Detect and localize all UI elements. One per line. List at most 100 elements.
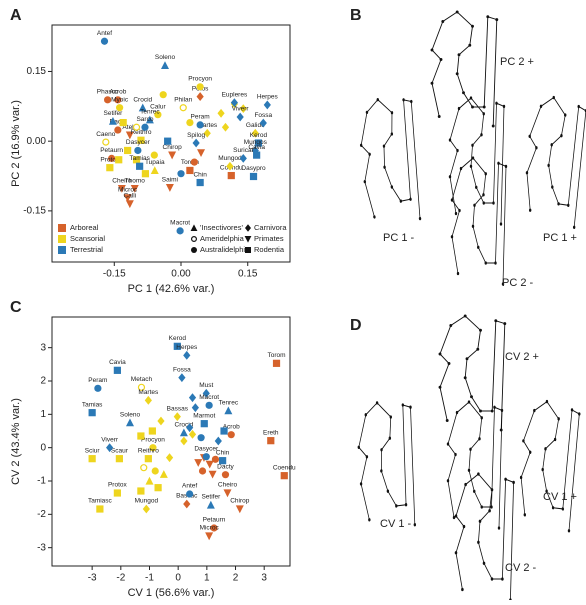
point: [227, 431, 235, 439]
point: [138, 103, 147, 112]
plot-frame: [51, 24, 291, 263]
point: [149, 444, 157, 452]
point-label: Petaurn: [203, 517, 226, 524]
legend-marker: [245, 247, 251, 253]
point: [259, 118, 267, 128]
shape-label: PC 1 +: [543, 232, 577, 244]
point: [205, 401, 213, 409]
point: [150, 166, 159, 175]
point: [106, 164, 114, 172]
legend-label: Australidelphia: [200, 245, 250, 254]
y-axis-title: CV 2 (43.4% var.): [10, 398, 22, 485]
point: [176, 227, 184, 235]
point: [196, 121, 204, 129]
point: [183, 499, 191, 509]
point-label: Calli: [124, 193, 137, 200]
point-label: Cavia: [248, 144, 265, 151]
panel-letter: D: [350, 317, 362, 334]
shape-label: CV 2 +: [505, 351, 539, 363]
point-label: Philan: [174, 96, 192, 103]
point: [88, 409, 96, 417]
point: [211, 455, 220, 463]
panel-letter: C: [10, 299, 22, 316]
legend-label: Terrestrial: [70, 245, 103, 254]
point-label: Phasco: [97, 89, 119, 96]
point-label: Torom: [181, 159, 199, 166]
point: [177, 170, 185, 178]
point: [137, 432, 145, 440]
point: [114, 126, 122, 134]
point: [200, 420, 208, 428]
point-label: Tenrec: [140, 109, 160, 116]
point-label: Torom: [267, 352, 285, 359]
point: [160, 61, 169, 70]
point: [150, 151, 158, 159]
point-label: Macrot: [199, 394, 219, 401]
legend-label: Primates: [254, 234, 284, 243]
point: [236, 112, 244, 122]
shape: [521, 92, 586, 231]
shape: [354, 396, 420, 534]
shape-panel-b: B PC 2 + PC 1 - PC 1 + PC 2 -: [350, 7, 586, 289]
point: [100, 37, 109, 45]
point: [190, 158, 198, 166]
point: [136, 162, 144, 170]
point: [208, 470, 217, 479]
point: [157, 416, 165, 426]
point-label: Chin: [193, 171, 207, 178]
point: [227, 171, 235, 180]
shape-label: PC 2 -: [502, 277, 534, 289]
point: [145, 115, 154, 124]
point-label: Dacty: [110, 119, 127, 126]
x-axis-title: PC 1 (42.6% var.): [128, 283, 215, 295]
point: [108, 154, 116, 162]
point: [194, 459, 203, 467]
legend-swatch: [58, 224, 66, 232]
point: [202, 388, 210, 398]
point: [180, 436, 188, 446]
shape-label: PC 2 +: [500, 56, 534, 68]
point-label: Petaurn: [100, 147, 123, 154]
y-tick-label: 0.00: [27, 136, 47, 147]
point: [144, 395, 152, 405]
point-label: Cavia: [109, 359, 126, 366]
y-tick-label: 2: [40, 376, 46, 387]
point-label: Reithro: [130, 129, 151, 136]
point: [188, 393, 197, 403]
y-tick-label: 3: [40, 342, 46, 353]
point-label: Tenrec: [219, 399, 239, 406]
point: [235, 505, 244, 514]
point-label: Herpes: [257, 94, 279, 101]
point: [203, 128, 211, 138]
point-label: Marmot: [193, 412, 215, 419]
point: [230, 98, 238, 108]
point: [173, 342, 181, 350]
point-label: Dasycer: [194, 445, 219, 452]
plot-frame: [51, 316, 291, 567]
y-axis-title: PC 2 (16.9% var.): [10, 100, 22, 187]
y-tick-label: 0.15: [27, 66, 47, 77]
point: [108, 116, 117, 125]
point-label: Herpes: [176, 344, 198, 351]
point: [125, 418, 134, 427]
point: [272, 359, 281, 367]
point: [151, 467, 159, 475]
legend-label: Carnivora: [254, 223, 287, 232]
point-label: Scaur: [111, 447, 129, 454]
shape-label: PC 1 -: [383, 232, 415, 244]
point: [196, 92, 204, 101]
y-tick-label: -1: [37, 476, 46, 487]
point-label: Ereth: [263, 429, 279, 436]
point: [165, 184, 174, 192]
point-label: Must: [199, 382, 213, 389]
point: [117, 184, 126, 193]
point-label: Protox: [108, 482, 128, 489]
point: [137, 383, 146, 391]
x-tick-label: 0.00: [171, 269, 191, 280]
point-label: Soleno: [155, 54, 176, 61]
point-label: Tamias: [129, 155, 150, 162]
shape: [448, 95, 506, 227]
point: [188, 429, 197, 439]
point: [137, 487, 145, 495]
shape: [438, 314, 507, 432]
